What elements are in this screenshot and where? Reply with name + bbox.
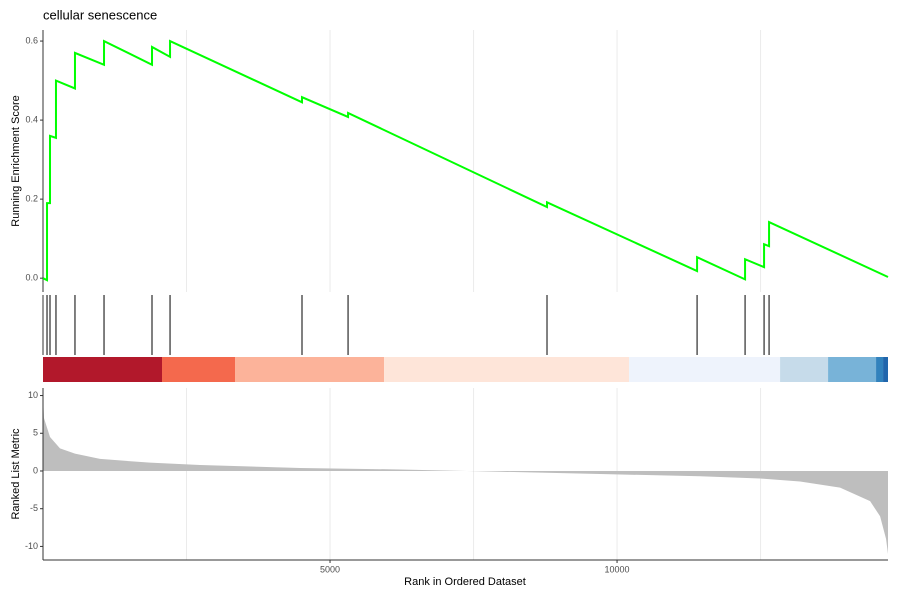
y-tick-label: 0.6 [25,35,38,45]
x-axis-title: Rank in Ordered Dataset [404,576,526,588]
y-tick-label: 0.4 [25,114,38,124]
rank-band [876,357,884,382]
y-tick-label: -10 [25,541,38,551]
y-tick-label: 10 [28,390,38,400]
rank-band [629,357,781,382]
rank-band [162,357,236,382]
y-axis-title: Running Enrichment Score [10,95,22,226]
rank-band [384,357,630,382]
metric-area [43,395,888,554]
y-tick-label: 0.0 [25,273,38,283]
rank-band [235,357,385,382]
y-tick-label: 0.2 [25,194,38,204]
x-tick-label: 5000 [320,564,340,574]
x-tick-label: 10000 [605,564,630,574]
y-axis-title: Ranked List Metric [10,428,22,520]
rank-band [828,357,877,382]
y-tick-label: 5 [33,428,38,438]
y-tick-label: 0 [33,465,38,475]
chart-title: cellular senescence [43,7,157,22]
y-tick-label: -5 [30,503,38,513]
rank-band [780,357,829,382]
enrichment-line [42,39,889,282]
rank-band [43,357,163,382]
rank-band [883,357,888,382]
